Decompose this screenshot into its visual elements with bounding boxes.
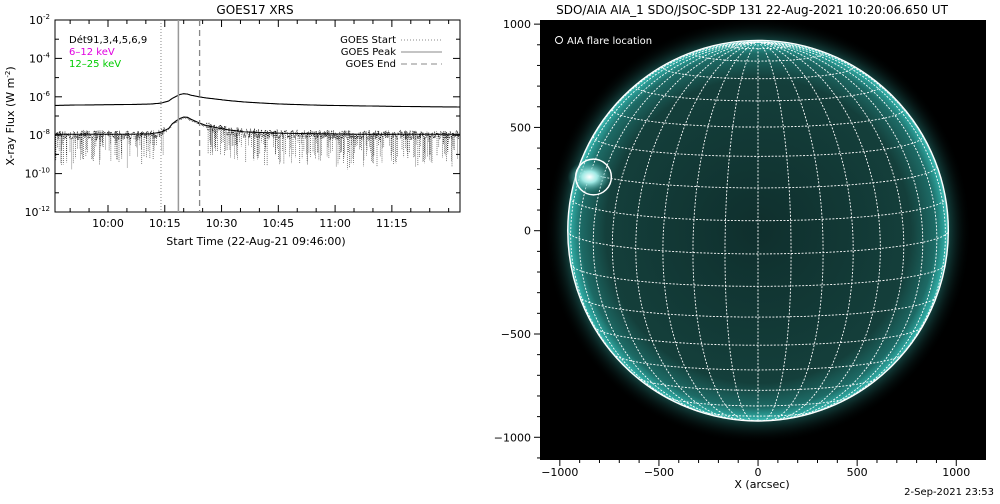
grid-line bbox=[612, 353, 904, 371]
aia-x-tick-label: −500 bbox=[644, 466, 674, 479]
aia-y-tick-label: 1000 bbox=[503, 18, 531, 31]
goes-legend-right-item: GOES End bbox=[346, 59, 396, 70]
footer-timestamp: 2-Sep-2021 23:53 bbox=[904, 487, 994, 498]
series-short bbox=[55, 116, 460, 135]
grid-line bbox=[757, 41, 946, 387]
goes-x-tick-label: 11:00 bbox=[319, 217, 351, 230]
grid-line bbox=[593, 326, 923, 346]
goes-y-tick-label: 10-4 bbox=[29, 51, 51, 65]
aia-y-ticks: 1000 500 0 −500 −1000 bbox=[494, 18, 540, 459]
grid-line bbox=[579, 296, 937, 318]
aia-legend: AIA flare location bbox=[555, 36, 652, 47]
goes-legend-left-item: Dét91,3,4,5,6,9 bbox=[69, 34, 147, 46]
goes-x-tick-label: 10:00 bbox=[92, 217, 124, 230]
goes-y-axis-label: X-ray Flux (W m-2) bbox=[4, 66, 17, 165]
aia-x-tick-label: 1000 bbox=[942, 466, 970, 479]
solar-limb-outline bbox=[567, 39, 950, 422]
series-short-noisy bbox=[55, 116, 460, 141]
grid-line bbox=[692, 53, 824, 62]
goes-y-ticks: 10-12 10-10 10-8 10-6 10-4 10-2 bbox=[25, 13, 460, 219]
goes-x-tick-label: 10:30 bbox=[206, 217, 238, 230]
goes-plot-frame bbox=[54, 19, 461, 213]
goes-series bbox=[55, 93, 460, 170]
goes-title: GOES17 XRS bbox=[216, 3, 293, 17]
goes-legend-left-item: 6–12 keV bbox=[69, 47, 115, 58]
goes-y-tick-label: 10-6 bbox=[29, 90, 51, 104]
grid-line bbox=[757, 41, 905, 420]
aia-legend-label: AIA flare location bbox=[567, 36, 652, 47]
grid-line bbox=[757, 41, 881, 420]
aia-y-tick-label: −500 bbox=[501, 328, 531, 341]
goes-legend-right-item: GOES Peak bbox=[341, 47, 396, 58]
goes-legend-left-item: 12–25 keV bbox=[69, 59, 121, 70]
grid-line bbox=[635, 41, 759, 420]
grid-line bbox=[578, 41, 759, 411]
grid-line bbox=[611, 41, 759, 420]
goes-x-tick-label: 11:15 bbox=[376, 217, 408, 230]
grid-line bbox=[636, 377, 880, 391]
aia-x-ticks: −1000 −500 0 500 1000 bbox=[541, 460, 970, 479]
aia-x-tick-label: 500 bbox=[847, 466, 868, 479]
grid-line bbox=[757, 41, 924, 417]
goes-event-lines bbox=[160, 20, 201, 212]
aia-image-plot: SDO/AIA AIA_1 SDO/JSOC-SDP 131 22-Aug-20… bbox=[494, 3, 986, 491]
goes-y-tick-label: 10-10 bbox=[25, 167, 50, 181]
goes-y-tick-label: 10-12 bbox=[25, 205, 50, 219]
aia-x-axis-label: X (arcsec) bbox=[734, 478, 789, 491]
flare-location-legend-icon bbox=[555, 36, 563, 44]
grid-line bbox=[692, 41, 759, 422]
goes-y-tick-label: 10-8 bbox=[29, 128, 50, 142]
goes-x-axis-label: Start Time (22-Aug-21 09:46:00) bbox=[166, 235, 345, 248]
aia-x-tick-label: 0 bbox=[755, 466, 762, 479]
aia-title: SDO/AIA AIA_1 SDO/JSOC-SDP 131 22-Aug-20… bbox=[556, 3, 948, 17]
goes-x-ticks: 10:00 10:15 10:30 10:45 11:00 11:15 bbox=[69, 20, 450, 230]
series-long bbox=[55, 93, 460, 108]
grid-line bbox=[757, 41, 824, 422]
aia-y-tick-label: −1000 bbox=[494, 431, 531, 444]
flare-location-circle bbox=[574, 158, 613, 196]
aia-x-tick-label: −1000 bbox=[541, 466, 578, 479]
aia-y-tick-label: 500 bbox=[510, 121, 531, 134]
aia-y-tick-label: 0 bbox=[524, 225, 531, 238]
series-short-spikes bbox=[55, 124, 458, 170]
goes-xrs-plot: GOES17 XRS 10:00 10:15 10:30 10:45 11:00 11:1… bbox=[4, 3, 461, 248]
goes-legend-right-item: GOES Start bbox=[340, 35, 396, 46]
grid-line bbox=[570, 197, 946, 222]
goes-x-tick-label: 10:15 bbox=[149, 217, 181, 230]
grid-line bbox=[592, 41, 759, 417]
grid-line bbox=[662, 41, 759, 421]
goes-y-tick-label: 10-2 bbox=[29, 13, 50, 27]
grid-line bbox=[757, 41, 938, 411]
goes-x-tick-label: 10:45 bbox=[262, 217, 294, 230]
flare-glow bbox=[567, 160, 612, 194]
grid-line bbox=[757, 41, 854, 421]
